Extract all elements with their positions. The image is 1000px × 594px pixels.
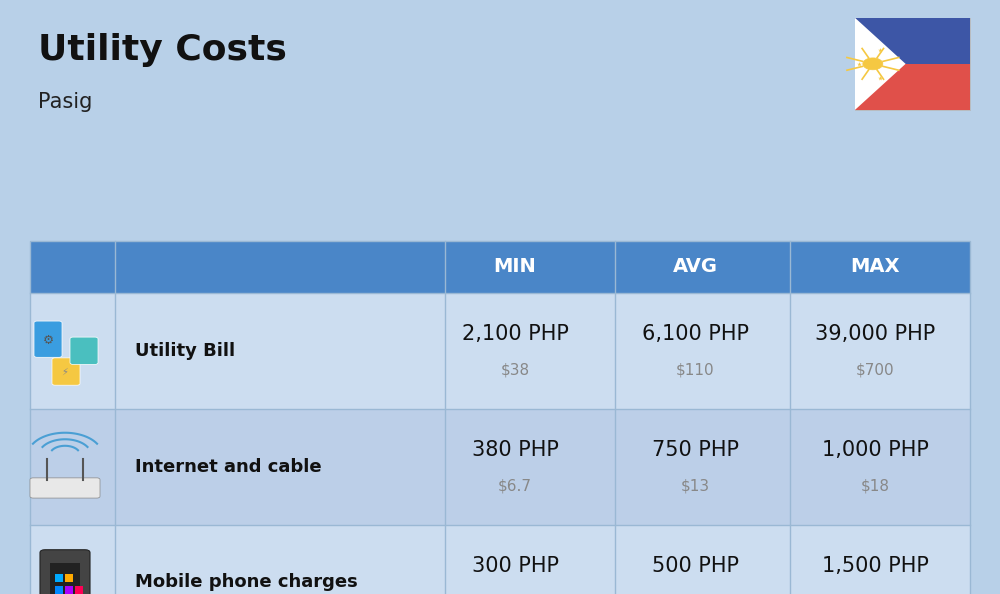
Text: MIN: MIN: [494, 257, 536, 276]
Text: Mobile phone charges: Mobile phone charges: [135, 573, 358, 592]
Text: $38: $38: [500, 362, 530, 377]
FancyBboxPatch shape: [70, 337, 98, 365]
Text: $13: $13: [680, 478, 710, 493]
Text: $6.7: $6.7: [498, 478, 532, 493]
Text: 300 PHP: 300 PHP: [472, 556, 558, 576]
Text: $700: $700: [856, 362, 894, 377]
FancyBboxPatch shape: [40, 550, 90, 594]
Text: MAX: MAX: [850, 257, 900, 276]
Bar: [855, 18, 970, 110]
Text: Internet and cable: Internet and cable: [135, 457, 322, 476]
Text: $18: $18: [860, 478, 890, 493]
Text: 1,500 PHP: 1,500 PHP: [822, 556, 928, 576]
Bar: [50, 563, 80, 594]
Text: ⚡: ⚡: [62, 367, 68, 377]
Text: Utility Costs: Utility Costs: [38, 33, 287, 67]
FancyBboxPatch shape: [30, 478, 100, 498]
Bar: [30, 241, 970, 594]
Polygon shape: [855, 64, 970, 110]
Bar: [30, 241, 970, 594]
Bar: [30, 241, 970, 293]
Text: Pasig: Pasig: [38, 92, 92, 112]
Text: Utility Bill: Utility Bill: [135, 342, 235, 360]
Bar: [30, 525, 970, 594]
Bar: [65, 586, 73, 594]
Text: 39,000 PHP: 39,000 PHP: [815, 324, 935, 344]
FancyBboxPatch shape: [52, 358, 80, 386]
Text: 380 PHP: 380 PHP: [472, 440, 558, 460]
Text: 2,100 PHP: 2,100 PHP: [462, 324, 568, 344]
Polygon shape: [855, 18, 906, 110]
Polygon shape: [855, 18, 970, 64]
Text: $110: $110: [676, 362, 714, 377]
Text: AVG: AVG: [672, 257, 718, 276]
Circle shape: [863, 58, 883, 70]
Text: 6,100 PHP: 6,100 PHP: [642, 324, 748, 344]
Bar: [55, 586, 63, 594]
Bar: [30, 409, 970, 525]
Bar: [65, 574, 73, 582]
Bar: [30, 293, 970, 409]
Bar: [75, 586, 83, 594]
Text: 500 PHP: 500 PHP: [652, 556, 738, 576]
Text: 750 PHP: 750 PHP: [652, 440, 738, 460]
Text: 1,000 PHP: 1,000 PHP: [822, 440, 928, 460]
FancyBboxPatch shape: [34, 321, 62, 358]
Bar: [55, 574, 63, 582]
Text: ⚙: ⚙: [42, 334, 54, 346]
